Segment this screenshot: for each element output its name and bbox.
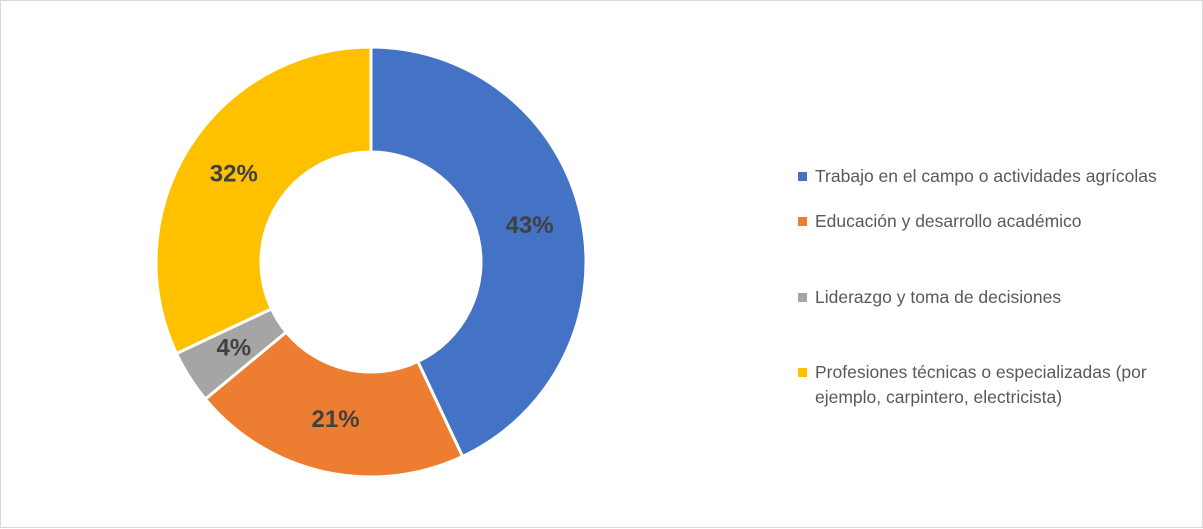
data-label: 32%: [210, 160, 258, 187]
data-label: 21%: [312, 406, 360, 433]
legend-swatch: [798, 293, 807, 302]
legend-item: Trabajo en el campo o actividades agríco…: [798, 164, 1198, 189]
legend-item: Educación y desarrollo académico: [798, 209, 1198, 234]
legend-label: Educación y desarrollo académico: [815, 211, 1082, 231]
legend-swatch: [798, 368, 807, 377]
donut-slice: [369, 45, 588, 459]
data-label: 4%: [216, 334, 251, 361]
legend-swatch: [798, 172, 807, 181]
legend-item: Profesiones técnicas o especializadas (p…: [798, 360, 1198, 410]
legend-label: Trabajo en el campo o actividades agríco…: [815, 166, 1157, 186]
legend-label: Profesiones técnicas o especializadas (p…: [815, 362, 1147, 407]
donut-slice: [203, 330, 465, 479]
legend-swatch: [798, 217, 807, 226]
legend-item: Liderazgo y toma de decisiones: [798, 285, 1198, 310]
donut-slice: [154, 45, 373, 356]
data-label: 43%: [506, 212, 554, 239]
legend-label: Liderazgo y toma de decisiones: [815, 287, 1062, 307]
